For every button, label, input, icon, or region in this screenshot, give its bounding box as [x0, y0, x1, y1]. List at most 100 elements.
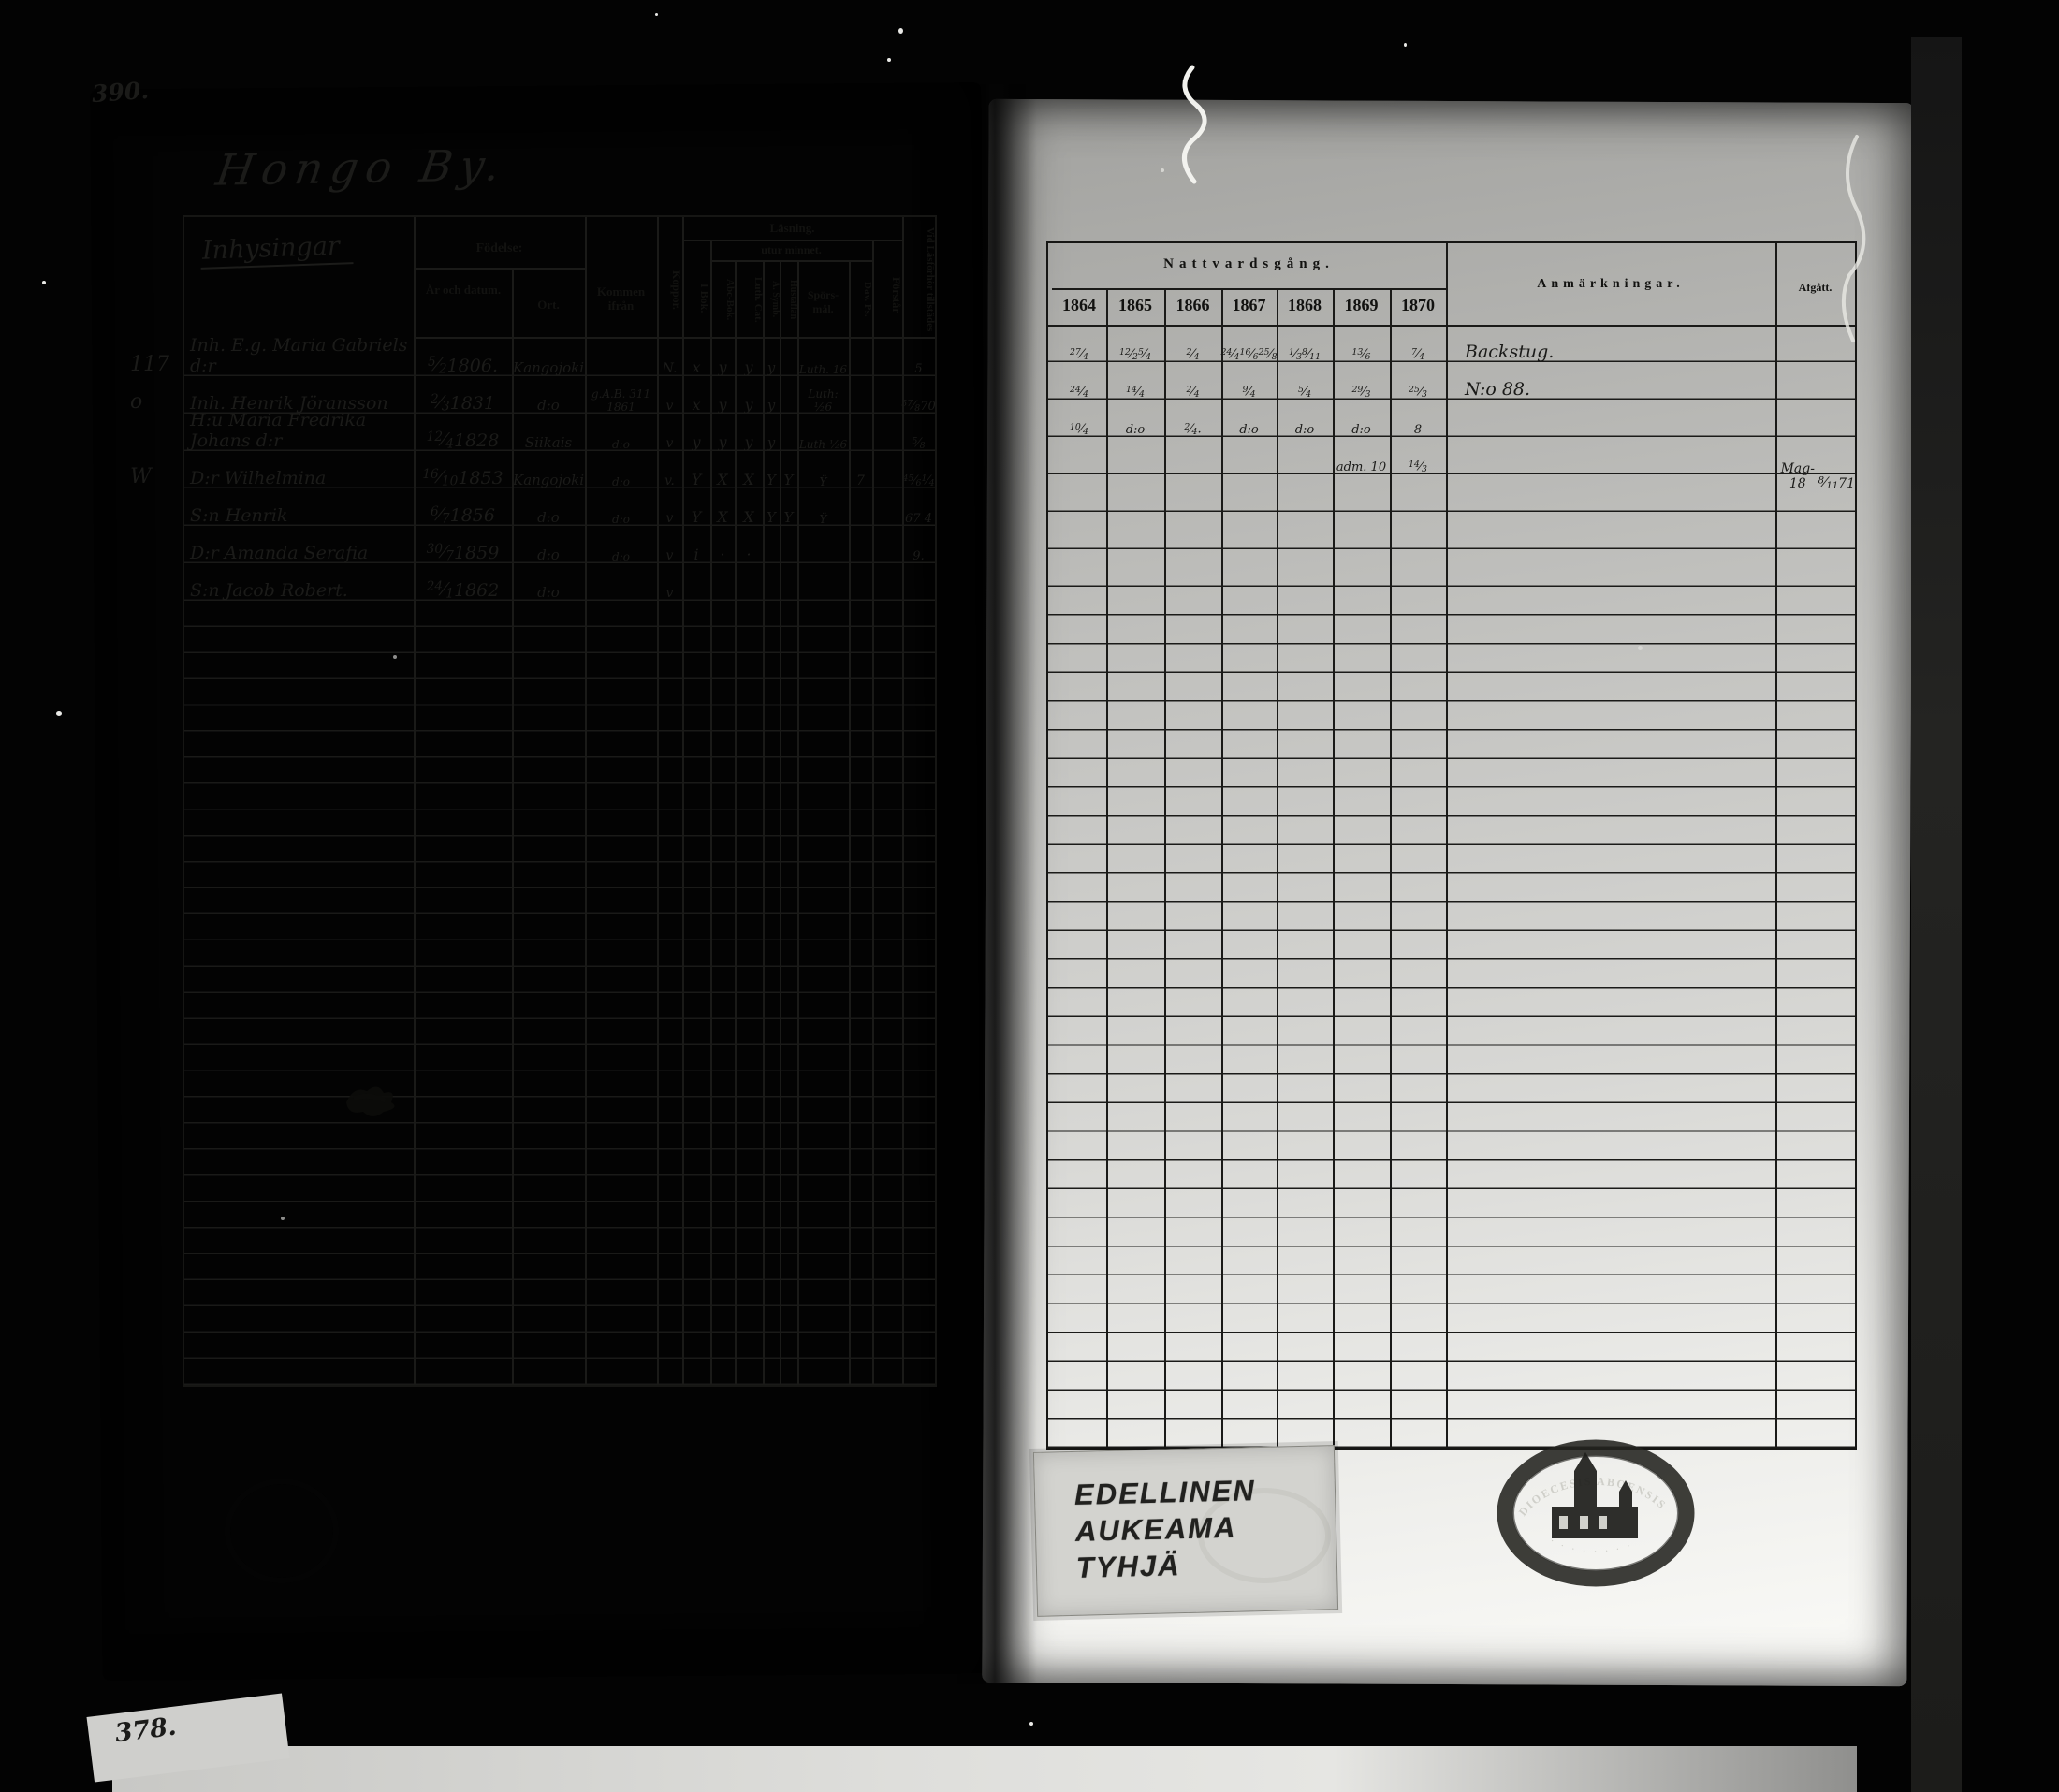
- cell-born: 24⁄1 1862: [426, 578, 500, 601]
- cell-communion-1869: 13⁄6: [1351, 347, 1371, 362]
- header-anmarkningar: Anmärkningar.: [1537, 277, 1685, 291]
- seal-church-icon: [1552, 1452, 1638, 1538]
- cell-communion-1864: 10⁄4: [1069, 422, 1088, 437]
- cell-communion-1867: d:o: [1239, 423, 1259, 437]
- cell-born: 5⁄2 1806.: [428, 354, 498, 376]
- cell-luth: X: [743, 508, 754, 526]
- cell-sporsmal: Ÿ: [819, 475, 827, 488]
- cell-born: 2⁄3 1831: [431, 391, 495, 414]
- cell-asymb: y: [767, 359, 776, 376]
- cell-koppor: v: [665, 548, 674, 563]
- cell-name: Inh. E.g. Maria Gabriels d:r: [190, 335, 408, 376]
- cell-ort: d:o: [537, 397, 560, 414]
- year-header: 1869: [1344, 296, 1379, 314]
- cell-communion-1870: 25⁄3: [1408, 385, 1427, 400]
- cell-margin: 117: [130, 353, 169, 376]
- cell-asymb: Y: [767, 472, 776, 488]
- cell-communion-1870: 7⁄4: [1410, 347, 1425, 362]
- cell-luth: X: [743, 471, 754, 488]
- cell-communion-1869: 29⁄3: [1351, 385, 1371, 400]
- diocese-seal-stamp: DIOECESIS ABOENSIS · · · · · · · ·: [1497, 1439, 1695, 1587]
- cell-koppor: v: [665, 399, 674, 414]
- cell-name: S:n Henrik: [190, 505, 288, 526]
- header-forstar: Förstår: [890, 276, 903, 313]
- cell-born: 16⁄10 1853: [422, 466, 504, 488]
- cell-vid: 57⁄8 70: [901, 399, 936, 414]
- cell-anmarkning: N:o 88.: [1465, 379, 1531, 400]
- film-edge-strip: [1911, 37, 1962, 1792]
- cell-abc: y: [718, 396, 727, 414]
- film-scratch-artifact: [1182, 65, 1207, 184]
- header-sporsmal: Spörs-mål.: [807, 288, 840, 315]
- cell-ort: d:o: [537, 584, 560, 601]
- cell-koppor: v: [665, 586, 674, 601]
- cell-luth: ·: [746, 546, 752, 563]
- cell-dav: 7: [856, 473, 865, 488]
- header-luth-cat: Luth. Cat.: [752, 276, 764, 323]
- cell-ort: d:o: [537, 509, 560, 526]
- header-i-bok: I Bok.: [698, 284, 711, 313]
- cell-name: D:r Amanda Serafia: [190, 543, 369, 563]
- cell-ibok: Y: [691, 508, 702, 526]
- cell-hust: Y: [783, 509, 794, 526]
- right-register-table: Nattvardsgång. 1864 1865 1866 1867 1868 1869 1…: [1046, 241, 1857, 1450]
- cell-abc: y: [718, 433, 727, 451]
- header-nattvardsgang: Nattvardsgång.: [1163, 256, 1335, 271]
- cell-asymb: y: [767, 397, 776, 414]
- cell-communion-1867: 9⁄4: [1242, 385, 1256, 400]
- header-ort: Ort.: [537, 298, 560, 312]
- cell-sporsmal: Luth. 16: [798, 363, 848, 376]
- cell-kommen: d:o: [612, 438, 630, 451]
- cell-asymb: y: [767, 434, 776, 451]
- cell-kommen: d:o: [612, 475, 630, 488]
- header-vid-lasforhor: Vid Läsförhör tillstädes: [925, 227, 936, 332]
- header-kommen-ifran: Kommen ifrån: [596, 284, 646, 313]
- cell-koppor: v: [665, 436, 674, 451]
- cell-luth: y: [744, 396, 753, 414]
- cell-hust: Y: [783, 472, 794, 488]
- ghost-stamp: [225, 1479, 339, 1583]
- cell-communion-1869: d:o: [1351, 423, 1371, 437]
- cell-abc: y: [718, 358, 727, 376]
- cell-communion-1868: d:o: [1294, 423, 1315, 437]
- cell-born: 12⁄4 1828: [426, 429, 500, 451]
- cell-luth: y: [744, 433, 753, 451]
- cell-name: H:u Maria Fredrika Johans d:r: [190, 410, 367, 451]
- header-afgatt: Afgått.: [1798, 281, 1833, 294]
- cell-abc: X: [717, 471, 728, 488]
- page-number-378: 378.: [113, 1712, 179, 1749]
- cell-ibok: y: [692, 433, 701, 451]
- cell-kommen: d:o: [612, 550, 630, 563]
- cell-communion-1865: 14⁄4: [1125, 385, 1145, 400]
- year-header: 1865: [1118, 296, 1152, 314]
- cell-kommen: g.A.B. 311 1861: [591, 387, 651, 414]
- cell-communion-1866: 2⁄4: [1186, 347, 1200, 362]
- cell-kommen: d:o: [612, 513, 630, 526]
- cell-communion-1865: 12⁄2 5⁄4: [1118, 347, 1152, 362]
- cell-luth: y: [744, 358, 753, 376]
- header-lasning: Läsning.: [769, 221, 815, 235]
- header-fodelse: Födelse:: [475, 241, 523, 255]
- cell-name: Inh. Henrik Jöransson: [190, 393, 388, 414]
- film-scratch-artifact-2: [1841, 135, 1866, 342]
- cell-anmarkning: Backstug.: [1465, 342, 1555, 362]
- cell-born: 6⁄7 1856: [431, 503, 495, 526]
- cell-abc: X: [717, 508, 728, 526]
- cell-communion-1869: adm. 10: [1336, 460, 1387, 474]
- cell-ort: Kangojoki: [513, 359, 585, 376]
- cell-ibok: x: [692, 396, 701, 414]
- cell-communion-1870: 14⁄3: [1408, 459, 1427, 474]
- cell-koppor: v: [665, 511, 674, 526]
- year-header: 1864: [1062, 296, 1096, 314]
- cell-communion-1864: 24⁄4: [1069, 385, 1088, 400]
- cell-name: S:n Jacob Robert.: [190, 580, 348, 601]
- cell-communion-1868: 1⁄3 8⁄11: [1288, 347, 1322, 362]
- svg-text:· · · · · · · ·: · · · · · · · ·: [1548, 1536, 1635, 1558]
- book-gutter-shadow: [943, 84, 1037, 1684]
- cell-vid: 45⁄6 1⁄4: [902, 473, 935, 488]
- cell-vid: 5: [914, 362, 923, 376]
- page-number-390: 390.: [91, 76, 150, 109]
- header-a-symb: A. Symb.: [770, 281, 781, 318]
- cell-communion-1864: 27⁄4: [1069, 347, 1088, 362]
